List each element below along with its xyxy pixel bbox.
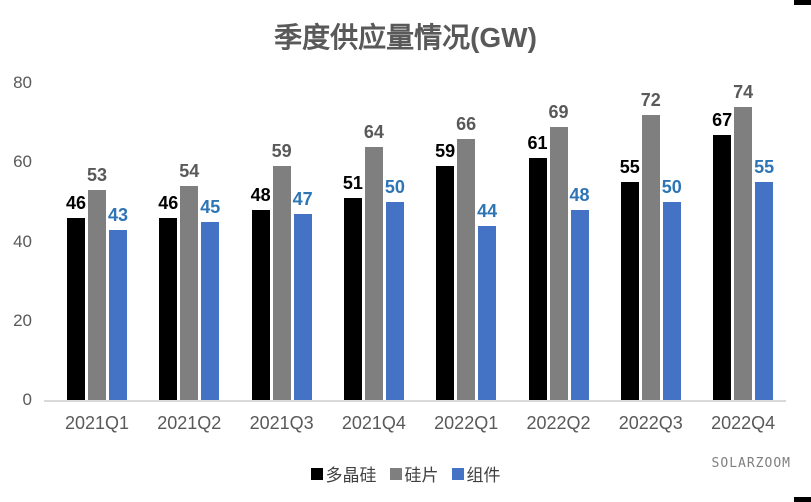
y-axis-tick-20: 20 [13, 310, 32, 330]
bar-polysilicon-2021Q4 [343, 198, 362, 400]
bar-polysilicon-2022Q1 [436, 166, 455, 400]
bar-module-2022Q4 [755, 182, 774, 400]
bar-label-wafer-2021Q1: 53 [86, 165, 108, 186]
bar-wafer-2021Q1 [88, 190, 106, 400]
x-axis-tick-2022Q3: 2022Q3 [618, 413, 683, 433]
bar-wafer-2021Q2 [180, 186, 199, 400]
watermark-solarzoom: SOLARZOOM [711, 456, 791, 471]
bar-label-wafer-2022Q2: 69 [548, 101, 569, 122]
legend-label-module: 组件 [466, 466, 501, 485]
corner-mark-top-right [794, 0, 811, 5]
bar-polysilicon-2022Q3 [620, 182, 639, 400]
legend-item-polysilicon: 多晶硅 [310, 461, 377, 486]
bar-label-module-2021Q1: 43 [107, 204, 129, 225]
bar-label-polysilicon-2022Q1: 59 [435, 141, 456, 162]
bar-label-module-2021Q3: 47 [292, 188, 313, 209]
bar-label-wafer-2021Q3: 59 [271, 141, 292, 162]
x-axis-tick-2021Q4: 2021Q4 [341, 413, 406, 433]
legend-label-polysilicon: 多晶硅 [325, 466, 377, 485]
bar-label-polysilicon-2021Q4: 51 [342, 173, 363, 194]
x-axis-tick-2021Q2: 2021Q2 [157, 413, 222, 433]
bar-polysilicon-2021Q1 [67, 217, 85, 400]
bar-polysilicon-2022Q4 [713, 134, 732, 400]
bar-label-module-2022Q4: 55 [754, 157, 775, 178]
x-axis-tick-2022Q4: 2022Q4 [711, 413, 776, 433]
bar-wafer-2022Q3 [641, 114, 660, 400]
bar-label-wafer-2022Q4: 74 [733, 81, 754, 102]
bar-label-wafer-2021Q4: 64 [363, 121, 384, 142]
corner-mark-bottom-right [794, 497, 811, 502]
bar-label-polysilicon-2021Q1: 46 [65, 192, 87, 213]
bar-label-wafer-2022Q1: 66 [456, 113, 477, 134]
x-axis-tick-2021Q3: 2021Q3 [249, 413, 314, 433]
y-axis-tick-80: 80 [13, 73, 32, 93]
bar-polysilicon-2021Q2 [159, 217, 178, 400]
y-axis-tick-60: 60 [13, 152, 32, 172]
bar-module-2022Q2 [570, 209, 589, 400]
x-axis-tick-2022Q2: 2022Q2 [526, 413, 591, 433]
legend: 多晶硅 硅片 组件 [0, 461, 811, 486]
x-axis-tick-2022Q1: 2022Q1 [434, 413, 499, 433]
bar-polysilicon-2022Q2 [528, 158, 547, 400]
legend-item-wafer: 硅片 [389, 461, 439, 486]
bar-wafer-2022Q4 [734, 106, 753, 400]
legend-label-wafer: 硅片 [404, 466, 439, 485]
bar-label-wafer-2022Q3: 72 [640, 89, 661, 110]
bar-label-wafer-2021Q2: 54 [179, 161, 200, 182]
bar-polysilicon-2021Q3 [251, 209, 270, 400]
bar-module-2021Q4 [385, 202, 404, 400]
bar-wafer-2022Q1 [457, 138, 476, 400]
bar-wafer-2021Q3 [272, 166, 291, 400]
bar-label-polysilicon-2022Q2: 61 [527, 133, 548, 154]
bar-label-polysilicon-2022Q4: 67 [712, 109, 733, 130]
legend-swatch-module [451, 467, 464, 480]
bar-wafer-2022Q2 [549, 126, 568, 400]
legend-item-module: 组件 [451, 461, 501, 486]
bar-label-polysilicon-2021Q3: 48 [250, 184, 271, 205]
bar-label-polysilicon-2021Q2: 46 [158, 192, 179, 213]
bar-wafer-2021Q4 [364, 146, 383, 400]
bar-module-2022Q1 [478, 225, 497, 400]
bar-module-2021Q3 [293, 213, 312, 400]
bar-label-module-2021Q4: 50 [384, 177, 405, 197]
bar-label-module-2022Q1: 44 [477, 200, 498, 221]
y-axis-tick-0: 0 [22, 390, 32, 409]
x-axis-tick-2021Q1: 2021Q1 [64, 413, 130, 433]
bar-module-2022Q3 [662, 202, 681, 400]
bar-module-2021Q1 [109, 229, 127, 400]
y-axis-tick-40: 40 [13, 231, 32, 251]
bar-module-2021Q2 [201, 221, 220, 400]
legend-swatch-polysilicon [310, 467, 323, 480]
x-axis-line [44, 400, 786, 402]
chart-title: 季度供应量情况(GW) [274, 22, 537, 53]
bar-label-polysilicon-2022Q3: 55 [619, 157, 640, 178]
bar-label-module-2022Q3: 50 [661, 177, 682, 197]
bar-label-module-2022Q2: 48 [569, 184, 590, 205]
bar-label-module-2021Q2: 45 [200, 196, 221, 217]
legend-swatch-wafer [389, 467, 402, 480]
